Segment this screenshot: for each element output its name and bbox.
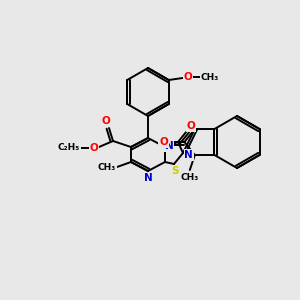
Text: S: S bbox=[171, 166, 179, 176]
Text: N: N bbox=[144, 173, 152, 183]
Text: O: O bbox=[187, 121, 195, 131]
Text: O: O bbox=[102, 116, 110, 126]
Text: CH₃: CH₃ bbox=[201, 73, 219, 82]
Text: O: O bbox=[90, 143, 98, 153]
Text: CH₃: CH₃ bbox=[181, 173, 199, 182]
Text: CH₃: CH₃ bbox=[98, 163, 116, 172]
Text: N: N bbox=[184, 150, 193, 160]
Text: N: N bbox=[165, 141, 173, 151]
Text: O: O bbox=[159, 137, 168, 147]
Text: C₂H₅: C₂H₅ bbox=[58, 143, 80, 152]
Text: O: O bbox=[183, 72, 192, 82]
